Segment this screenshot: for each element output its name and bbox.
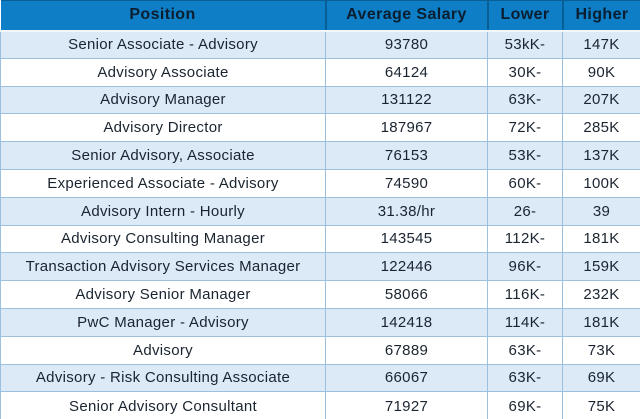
cell-higher: 100K xyxy=(562,168,640,198)
cell-lower: 63K- xyxy=(487,85,563,115)
table-body: Senior Associate - Advisory 93780 53kK- … xyxy=(0,30,640,419)
table-row: Experienced Associate - Advisory 74590 6… xyxy=(0,168,640,198)
cell-position: Senior Advisory, Associate xyxy=(0,141,326,170)
cell-lower: 63K- xyxy=(487,335,563,365)
cell-higher: 285K xyxy=(562,113,640,143)
cell-lower: 96K- xyxy=(487,252,563,282)
cell-average-salary: 74590 xyxy=(325,168,488,198)
table-row: Senior Associate - Advisory 93780 53kK- … xyxy=(0,30,640,59)
table-row: Advisory - Risk Consulting Associate 660… xyxy=(0,363,640,393)
cell-higher: 207K xyxy=(562,85,640,115)
table-row: Advisory 67889 63K- 73K xyxy=(0,335,640,365)
column-header-position: Position xyxy=(0,0,327,32)
column-header-average-salary: Average Salary xyxy=(324,0,489,32)
cell-higher: 69K xyxy=(562,363,640,393)
cell-lower: 72K- xyxy=(487,113,563,143)
cell-average-salary: 66067 xyxy=(325,363,488,393)
table-row: Senior Advisory, Associate 76153 53K- 13… xyxy=(0,141,640,170)
table-header: Position Average Salary Lower Higher xyxy=(0,0,640,32)
cell-position: Advisory Senior Manager xyxy=(0,280,326,309)
table-row: Transaction Advisory Services Manager 12… xyxy=(0,252,640,282)
cell-higher: 75K xyxy=(562,391,640,419)
cell-higher: 90K xyxy=(562,57,640,87)
cell-average-salary: 93780 xyxy=(325,30,488,59)
cell-position: Advisory Director xyxy=(0,113,326,143)
cell-higher: 232K xyxy=(562,280,640,309)
cell-lower: 30K- xyxy=(487,57,563,87)
cell-average-salary: 131122 xyxy=(325,85,488,115)
cell-position: Advisory - Risk Consulting Associate xyxy=(0,363,326,393)
cell-position: Experienced Associate - Advisory xyxy=(0,168,326,198)
table-row: Senior Advisory Consultant 71927 69K- 75… xyxy=(0,391,640,419)
cell-average-salary: 122446 xyxy=(325,252,488,282)
cell-higher: 137K xyxy=(562,141,640,170)
cell-lower: 53kK- xyxy=(487,30,563,59)
table-row: Advisory Director 187967 72K- 285K xyxy=(0,113,640,143)
cell-lower: 69K- xyxy=(487,391,563,419)
column-header-lower: Lower xyxy=(486,0,564,32)
cell-higher: 39 xyxy=(562,196,640,226)
cell-average-salary: 31.38/hr xyxy=(325,196,488,226)
cell-lower: 112K- xyxy=(487,224,563,254)
table-row: Advisory Senior Manager 58066 116K- 232K xyxy=(0,280,640,309)
table-row: Advisory Intern - Hourly 31.38/hr 26- 39 xyxy=(0,196,640,226)
cell-higher: 73K xyxy=(562,335,640,365)
cell-position: Advisory xyxy=(0,335,326,365)
cell-position: Senior Advisory Consultant xyxy=(0,391,326,419)
cell-average-salary: 67889 xyxy=(325,335,488,365)
cell-position: Advisory Intern - Hourly xyxy=(0,196,326,226)
cell-lower: 114K- xyxy=(487,307,563,337)
cell-average-salary: 58066 xyxy=(325,280,488,309)
cell-lower: 26- xyxy=(487,196,563,226)
table-row: PwC Manager - Advisory 142418 114K- 181K xyxy=(0,307,640,337)
cell-lower: 60K- xyxy=(487,168,563,198)
header-row: Position Average Salary Lower Higher xyxy=(0,0,640,32)
cell-position: Advisory Manager xyxy=(0,85,326,115)
cell-average-salary: 143545 xyxy=(325,224,488,254)
cell-lower: 116K- xyxy=(487,280,563,309)
cell-higher: 147K xyxy=(562,30,640,59)
table-row: Advisory Consulting Manager 143545 112K-… xyxy=(0,224,640,254)
cell-average-salary: 64124 xyxy=(325,57,488,87)
cell-average-salary: 71927 xyxy=(325,391,488,419)
cell-average-salary: 187967 xyxy=(325,113,488,143)
column-header-higher: Higher xyxy=(561,0,640,32)
cell-lower: 53K- xyxy=(487,141,563,170)
cell-position: Transaction Advisory Services Manager xyxy=(0,252,326,282)
cell-position: Advisory Consulting Manager xyxy=(0,224,326,254)
cell-higher: 181K xyxy=(562,224,640,254)
cell-average-salary: 142418 xyxy=(325,307,488,337)
cell-position: Advisory Associate xyxy=(0,57,326,87)
table-row: Advisory Manager 131122 63K- 207K xyxy=(0,85,640,115)
cell-higher: 181K xyxy=(562,307,640,337)
cell-higher: 159K xyxy=(562,252,640,282)
cell-average-salary: 76153 xyxy=(325,141,488,170)
table-row: Advisory Associate 64124 30K- 90K xyxy=(0,57,640,87)
cell-position: PwC Manager - Advisory xyxy=(0,307,326,337)
cell-lower: 63K- xyxy=(487,363,563,393)
cell-position: Senior Associate - Advisory xyxy=(0,30,326,59)
